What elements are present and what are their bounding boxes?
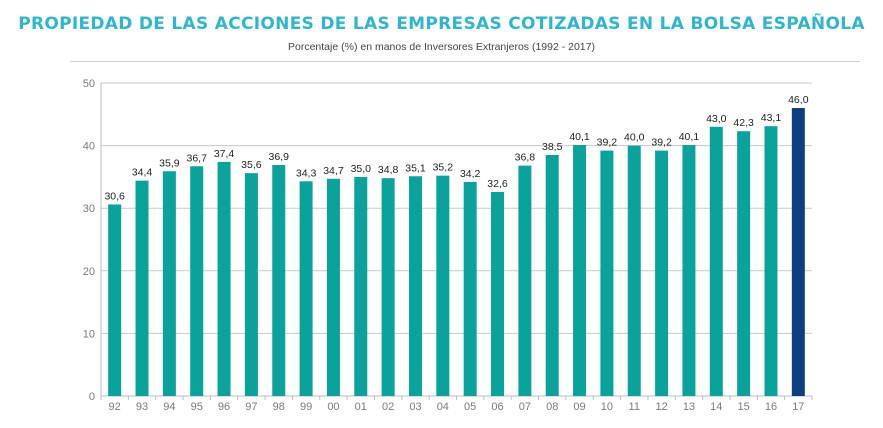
x-tick-label-10: 10 [601,401,613,413]
bar-16 [764,126,778,396]
data-label-14: 43,0 [706,113,727,125]
bar-01 [354,176,368,396]
chart-subtitle: Porcentaje (%) en manos de Inversores Ex… [288,41,595,53]
bar-00 [326,178,340,396]
bar-11 [627,145,641,396]
x-tick-label-93: 93 [136,401,148,413]
bar-08 [545,154,559,396]
x-axis-ticks: 92 93 94 95 96 97 98 99 00 01 02 03 04 05 06 07 08 09 10 11… [100,396,813,413]
data-label-01: 35,0 [351,163,372,175]
x-tick-label-17: 17 [792,401,804,413]
x-tick-label-04: 04 [437,401,449,413]
bar-13 [682,144,696,396]
x-tick-label-96: 96 [218,401,230,413]
data-label-00: 34,7 [323,165,344,177]
bar-97 [244,173,258,396]
bar-93 [135,180,149,396]
bar-07 [518,165,532,396]
bar-03 [408,176,422,396]
bar-04 [436,175,450,396]
data-label-13: 40,1 [679,131,700,143]
y-axis-ticks: 0 10 20 30 40 50 [83,78,95,403]
x-tick-label-05: 05 [464,401,476,413]
bar-09 [573,144,587,396]
bar-94 [162,171,176,396]
data-label-94: 35,9 [159,157,180,169]
data-label-15: 42,3 [733,117,754,129]
x-tick-label-95: 95 [191,401,203,413]
y-tick-label: 20 [83,266,95,278]
x-tick-label-03: 03 [409,401,421,413]
title-divider [70,61,860,62]
data-label-98: 36,9 [269,151,290,163]
bar-06 [491,191,505,396]
data-label-06: 32,6 [487,178,508,190]
data-label-96: 37,4 [214,148,235,160]
x-tick-label-02: 02 [382,401,394,413]
x-tick-label-11: 11 [629,401,640,413]
bars [108,108,805,396]
bar-12 [655,150,669,396]
data-label-02: 34,8 [378,164,399,176]
x-tick-label-14: 14 [710,401,722,413]
bar-96 [217,161,231,396]
data-label-04: 35,2 [433,162,454,174]
chart-title: PROPIEDAD DE LAS ACCIONES DE LAS EMPRESA… [18,14,865,34]
bar-05 [463,181,477,396]
data-label-95: 36,7 [186,152,207,164]
bar-17 [791,108,805,396]
gridlines [100,82,812,397]
y-tick-label: 10 [83,328,95,340]
x-tick-label-92: 92 [109,401,121,413]
x-tick-label-97: 97 [245,401,257,413]
x-tick-label-07: 07 [519,401,531,413]
x-tick-label-06: 06 [491,401,503,413]
data-label-08: 38,5 [542,141,563,153]
x-tick-label-13: 13 [683,401,695,413]
x-tick-label-12: 12 [655,401,667,413]
data-label-93: 34,4 [132,167,153,179]
x-tick-label-16: 16 [765,401,777,413]
data-label-11: 40,0 [624,132,645,144]
bar-14 [709,126,723,396]
y-tick-label: 30 [83,203,95,215]
data-label-17: 46,0 [788,94,809,106]
data-label-09: 40,1 [569,131,590,143]
data-label-99: 34,3 [296,167,317,179]
data-label-16: 43,1 [761,112,782,124]
bar-02 [381,178,395,396]
x-tick-label-08: 08 [546,401,558,413]
bar-15 [737,131,751,396]
data-label-05: 34,2 [460,168,481,180]
data-label-07: 36,8 [515,152,536,164]
y-tick-label: 0 [89,391,95,403]
bar-98 [272,165,286,396]
bar-95 [190,166,204,396]
data-label-97: 35,6 [241,159,262,171]
data-label-92: 30,6 [104,190,125,202]
x-tick-label-15: 15 [738,401,750,413]
data-label-12: 39,2 [651,137,672,149]
x-tick-label-98: 98 [273,401,285,413]
x-tick-label-94: 94 [163,401,175,413]
bar-10 [600,150,614,396]
bar-99 [299,181,313,396]
x-tick-label-99: 99 [300,401,312,413]
data-label-10: 39,2 [597,137,618,149]
y-tick-label: 50 [83,78,95,90]
x-tick-label-00: 00 [327,401,339,413]
x-tick-label-01: 01 [355,401,367,413]
data-label-03: 35,1 [405,162,426,174]
y-tick-label: 40 [83,141,95,153]
x-tick-label-09: 09 [573,401,585,413]
bar-92 [108,204,122,396]
data-labels: 30,6 34,4 35,9 36,7 37,4 35,6 36,9 34,3 34,7 35,0… [104,94,808,202]
